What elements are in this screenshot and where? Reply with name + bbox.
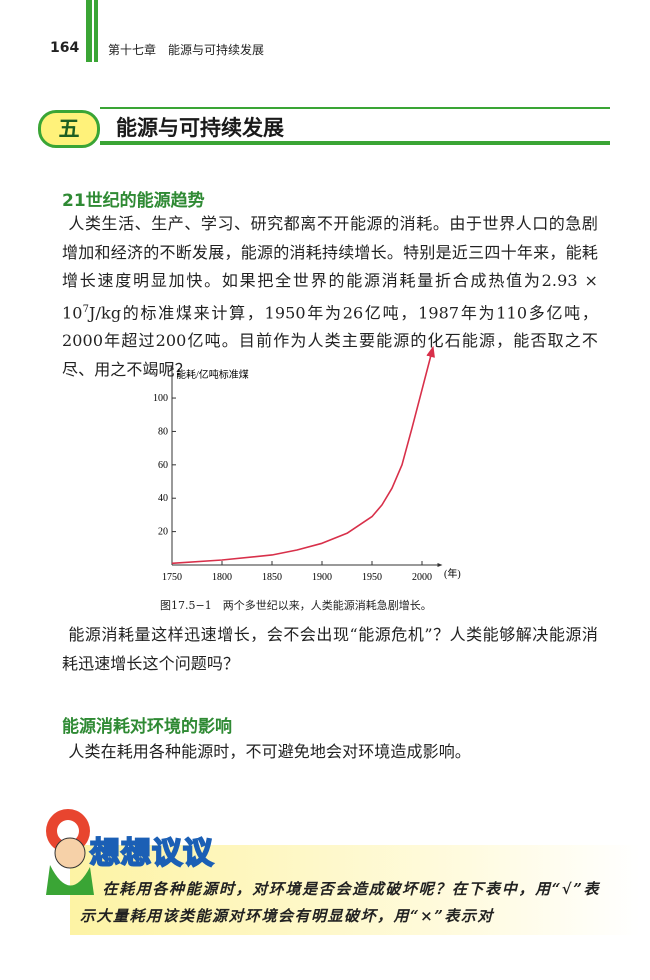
subsection-heading: 能源消耗对环境的影响 [62, 717, 232, 737]
y-tick-label: 80 [158, 426, 168, 437]
y-axis-label: 能耗/亿吨标准煤 [176, 368, 249, 381]
discussion-title: 想想议议 [89, 835, 214, 872]
x-tick-label: 1800 [212, 572, 232, 583]
text: 人类生活、生产、学习、研究都离不开能源的消耗。由于世界人口的急剧增加和经济的不断… [62, 214, 598, 290]
x-tick-label: 1750 [162, 572, 182, 583]
kid-icon [46, 809, 94, 895]
y-tick-label: 20 [158, 527, 168, 538]
x-tick-label: 1950 [362, 572, 382, 583]
discussion-box [70, 845, 640, 935]
formula: 2.93 × 10 [62, 271, 599, 322]
x-tick-label: 1900 [312, 572, 332, 583]
question-mark [57, 820, 79, 842]
rule [100, 107, 610, 109]
y-tick-label: 60 [158, 460, 168, 471]
page-number: 164 [50, 40, 80, 56]
paragraph: 能源消耗量这样迅速增长，会不会出现“能源危机”？人类能够解决能源消耗迅速增长这个… [62, 625, 598, 673]
formula-exponent: 7 [82, 303, 90, 315]
face [54, 837, 86, 869]
text: J/kg的标准煤来计算，1950年为26亿吨，1987年为110多亿吨，2000… [62, 302, 598, 379]
subsection-heading: 21世纪的能源趋势 [62, 191, 205, 211]
paragraph: 人类在耗用各种能源时，不可避免地会对环境造成影响。 [68, 742, 471, 761]
x-tick-label: 1850 [262, 572, 282, 583]
header-bar [94, 0, 98, 62]
y-tick-label: 40 [158, 493, 168, 504]
x-tick-label: 2000 [412, 572, 432, 583]
body [46, 865, 94, 895]
x-axis-unit: (年) [444, 567, 461, 580]
paragraph: 人类生活、生产、学习、研究都离不开能源的消耗。由于世界人口的急剧增加和经济的不断… [62, 210, 598, 384]
data-line [171, 345, 435, 565]
rule [100, 141, 610, 145]
section-number: 五 [38, 110, 100, 148]
discussion-text: 在耗用各种能源时，对环境是否会造成破坏呢？在下表中，用“√”表示大量耗用该类能源… [80, 880, 600, 925]
chart: 能耗/亿吨标准煤 (年) 1750 1800 1850 1900 1950 2000 20 4… [153, 345, 461, 583]
figure-caption: 图17.5−1 两个多世纪以来，人类能源消耗急剧增长。 [160, 599, 432, 612]
header-bar [86, 0, 92, 62]
chapter-title: 第十七章 能源与可持续发展 [108, 43, 265, 57]
y-tick-label: 100 [153, 393, 168, 404]
section-title: 能源与可持续发展 [116, 116, 284, 140]
